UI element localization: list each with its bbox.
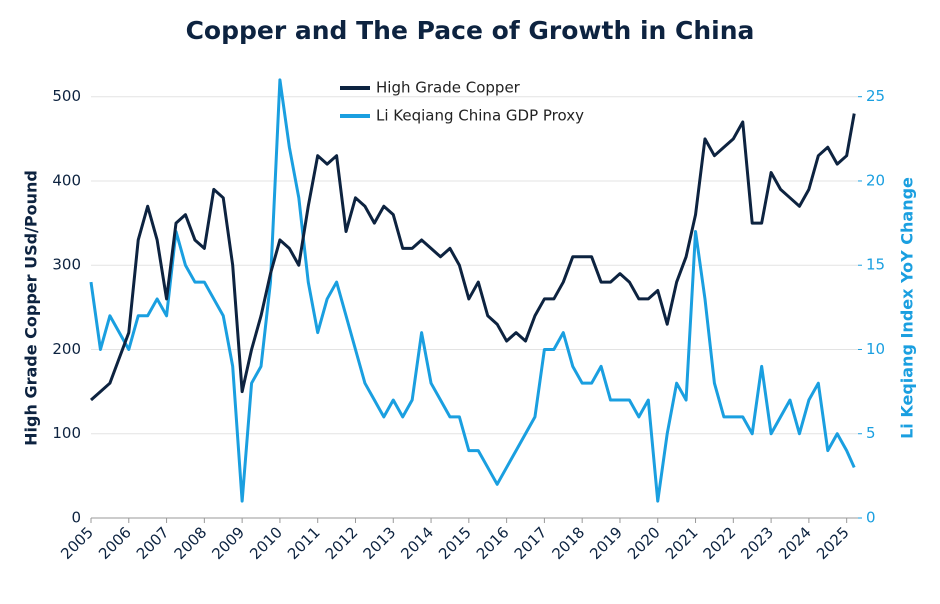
series-line [90, 113, 856, 402]
x-tick-label: 2022 [700, 523, 740, 563]
y2-tick-label: 5 [866, 424, 876, 442]
x-tick-label: 2017 [511, 523, 551, 563]
x-tick-label: 2025 [813, 523, 853, 563]
y2-tick-label: 0 [866, 509, 876, 527]
x-tick-label: 2013 [360, 523, 400, 563]
series-line [89, 78, 856, 503]
y-axis-label: High Grade Copper USd/Pound [22, 170, 41, 446]
x-tick-label: 2023 [737, 523, 777, 563]
y-tick-label: 0 [71, 509, 81, 527]
y2-axis-label: Li Keqiang Index YoY Change [898, 177, 917, 439]
y-tick-label: 100 [52, 424, 81, 442]
y-tick-label: 300 [52, 256, 81, 274]
x-tick-label: 2007 [133, 523, 173, 563]
x-tick-label: 2015 [435, 523, 475, 563]
x-tick-label: 2018 [548, 523, 588, 563]
legend-label: High Grade Copper [376, 79, 521, 97]
x-tick-label: 2012 [322, 523, 362, 563]
y-tick-label: 500 [52, 87, 81, 105]
y2-tick-label: 25 [866, 87, 885, 105]
x-tick-label: 2014 [397, 523, 437, 563]
y2-tick-label: 15 [866, 256, 885, 274]
y-tick-label: 200 [52, 340, 81, 358]
x-tick-label: 2024 [775, 523, 815, 563]
x-tick-label: 2020 [624, 523, 664, 563]
x-tick-label: 2006 [95, 523, 135, 563]
y2-tick-label: 10 [866, 340, 885, 358]
x-tick-label: 2019 [586, 523, 626, 563]
legend-label: Li Keqiang China GDP Proxy [376, 107, 584, 125]
x-tick-label: 2009 [208, 523, 248, 563]
y2-tick-label: 20 [866, 171, 885, 189]
x-tick-label: 2010 [246, 523, 286, 563]
y-tick-label: 400 [52, 171, 81, 189]
x-tick-label: 2008 [171, 523, 211, 563]
x-tick-label: 2005 [57, 523, 97, 563]
chart-title: Copper and The Pace of Growth in China [186, 16, 755, 45]
x-tick-label: 2016 [473, 523, 513, 563]
x-tick-label: 2021 [662, 523, 702, 563]
x-tick-label: 2011 [284, 523, 324, 563]
